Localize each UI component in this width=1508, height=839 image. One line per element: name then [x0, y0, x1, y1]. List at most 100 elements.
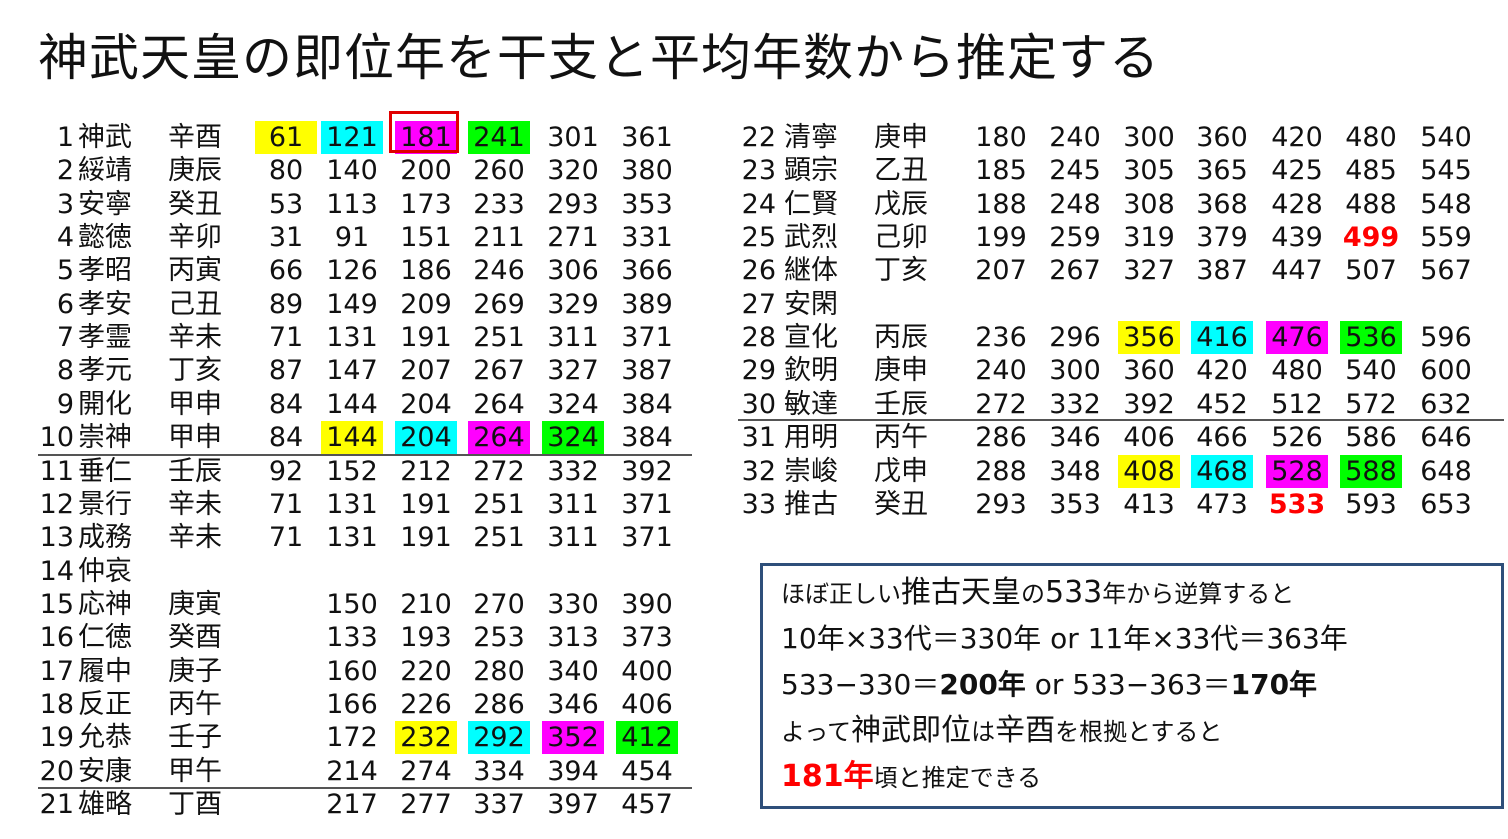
table-row: 29 欽明 庚申 240 300 360 420 480 540 600 — [0, 354, 1508, 387]
year-cell — [542, 555, 604, 588]
eto-label: 癸酉 — [168, 622, 222, 654]
info-text: ほぼ正しい — [781, 580, 901, 608]
year-cell: 246 — [473, 255, 525, 287]
year-cell: 499 — [1342, 222, 1400, 254]
year-cell: 245 — [1049, 155, 1101, 187]
table-row: 13 成務 辛未 71 131 191 251 311 371 — [0, 521, 1508, 554]
table-row: 30 敏達 壬辰 272 332 392 452 512 572 632 — [0, 388, 1508, 421]
year-cell: 540 — [1420, 122, 1472, 153]
year-cell: 416 — [1191, 321, 1253, 355]
year-cell: 272 — [975, 388, 1027, 420]
emperor-number: 1 — [56, 122, 74, 153]
info-line-5: 181年頃と推定できる — [781, 754, 1041, 801]
emperor-name: 孝元 — [78, 355, 132, 387]
year-cell: 71 — [268, 322, 304, 354]
year-cell: 406 — [621, 688, 673, 720]
year-cell: 353 — [1049, 488, 1101, 520]
year-cell — [468, 555, 530, 588]
year-cell: 353 — [621, 188, 673, 220]
emperor-number: 22 — [741, 122, 776, 153]
year-cell — [395, 555, 457, 588]
emperor-number: 15 — [39, 588, 74, 620]
year-cell: 269 — [473, 288, 525, 320]
year-cell: 327 — [547, 355, 599, 387]
emperor-name: 崇峻 — [784, 455, 838, 487]
year-cell: 301 — [547, 122, 599, 153]
eto-label: 壬辰 — [874, 388, 928, 420]
emperor-number: 4 — [56, 222, 74, 254]
eto-label: 甲申 — [168, 388, 222, 420]
year-cell: 264 — [473, 388, 525, 420]
emperor-name: 孝昭 — [78, 255, 132, 287]
eto-label: 壬辰 — [168, 455, 222, 487]
eto-label: 丙午 — [168, 688, 222, 720]
year-cell: 653 — [1420, 488, 1472, 520]
year-cell: 397 — [547, 789, 599, 820]
year-cell: 324 — [547, 388, 599, 420]
year-cell: 207 — [975, 255, 1027, 287]
year-cell: 166 — [326, 688, 378, 720]
emperor-number: 13 — [39, 522, 74, 554]
eto-label: 辛酉 — [168, 122, 222, 153]
year-cell: 185 — [975, 155, 1027, 187]
emperor-name: 安寧 — [78, 188, 132, 220]
year-cell: 251 — [473, 322, 525, 354]
info-text: 181年 — [781, 759, 874, 794]
eto-label: 丙寅 — [168, 255, 222, 287]
year-cell: 387 — [621, 355, 673, 387]
year-cell: 368 — [1196, 188, 1248, 220]
year-cell: 371 — [621, 322, 673, 354]
table-row: 3 安寧 癸丑 53 113 173 233 293 353 — [0, 188, 1508, 221]
year-cell: 191 — [400, 322, 452, 354]
year-cell: 311 — [547, 488, 599, 520]
emperor-number: 18 — [39, 688, 74, 720]
table-row: 19 允恭 壬子 172 232 292 352 412 — [0, 721, 1508, 755]
year-cell: 233 — [473, 188, 525, 220]
highlight-box-181 — [389, 111, 459, 153]
year-cell: 428 — [1271, 188, 1323, 220]
year-cell: 352 — [542, 721, 604, 755]
year-cell: 292 — [468, 721, 530, 755]
emperor-number: 8 — [56, 355, 74, 387]
year-cell: 365 — [1196, 155, 1248, 187]
year-cell: 180 — [975, 122, 1027, 153]
table-row: 24 仁賢 戊辰 188 248 308 368 428 488 548 — [0, 188, 1508, 221]
year-cell: 646 — [1420, 422, 1472, 454]
year-cell: 356 — [1118, 321, 1180, 355]
page-title: 神武天皇の即位年を干支と平均年数から推定する — [38, 29, 1160, 87]
year-cell: 210 — [400, 588, 452, 620]
right-separator-1 — [738, 419, 1504, 421]
year-cell: 89 — [268, 288, 304, 320]
year-cell — [1044, 288, 1106, 321]
emperor-name: 武烈 — [784, 222, 838, 254]
table-row: 26 継体 丁亥 207 267 327 387 447 507 567 — [0, 254, 1508, 287]
emperor-name: 安閑 — [784, 288, 838, 320]
year-cell: 193 — [400, 622, 452, 654]
info-text: の — [1021, 580, 1045, 608]
table-row: 23 顕宗 乙丑 185 245 305 365 425 485 545 — [0, 154, 1508, 187]
emperor-number: 26 — [741, 255, 776, 287]
emperor-number: 9 — [56, 388, 74, 420]
emperor-number: 10 — [39, 422, 74, 454]
year-cell: 84 — [268, 388, 304, 420]
year-cell: 373 — [621, 622, 673, 654]
emperor-number: 27 — [741, 288, 776, 320]
emperor-number: 7 — [56, 322, 74, 354]
year-cell: 588 — [1340, 454, 1402, 488]
year-cell: 240 — [975, 355, 1027, 387]
year-cell: 92 — [268, 455, 304, 487]
year-cell — [970, 288, 1032, 321]
table-row: 5 孝昭 丙寅 66 126 186 246 306 366 — [0, 254, 1508, 287]
emperor-number: 19 — [39, 722, 74, 754]
year-cell: 371 — [621, 488, 673, 520]
table-row: 12 景行 辛未 71 131 191 251 311 371 — [0, 488, 1508, 521]
year-cell: 313 — [547, 622, 599, 654]
year-cell — [616, 555, 678, 588]
year-cell: 207 — [400, 355, 452, 387]
year-cell: 340 — [547, 655, 599, 687]
year-cell: 220 — [400, 655, 452, 687]
year-cell: 286 — [975, 422, 1027, 454]
year-cell: 306 — [547, 255, 599, 287]
info-text: 年 — [1102, 580, 1127, 608]
emperor-name: 崇神 — [78, 422, 132, 454]
